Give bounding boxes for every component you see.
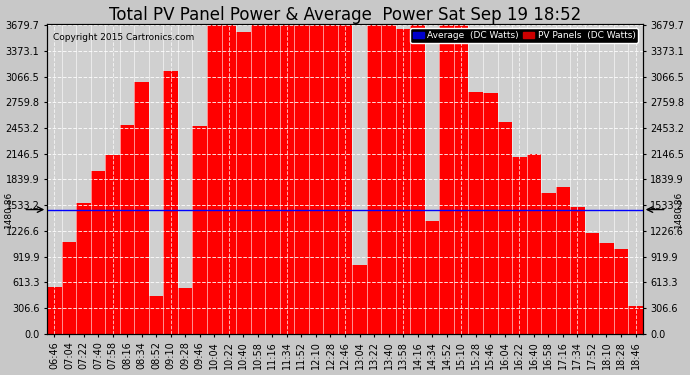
Bar	[106, 155, 120, 334]
Bar	[337, 25, 353, 334]
Bar	[236, 32, 250, 334]
Bar	[497, 122, 512, 334]
Bar	[613, 249, 629, 334]
Bar	[47, 287, 61, 334]
Bar	[512, 157, 526, 334]
Bar	[526, 154, 541, 334]
Bar	[178, 288, 193, 334]
Bar	[555, 187, 570, 334]
Bar	[193, 126, 207, 334]
Bar	[308, 25, 323, 334]
Bar	[629, 306, 643, 334]
Bar	[541, 193, 555, 334]
Bar	[294, 25, 308, 334]
Bar	[411, 25, 425, 334]
Bar	[250, 25, 265, 334]
Bar	[221, 25, 236, 334]
Bar	[135, 82, 149, 334]
Bar	[149, 296, 164, 334]
Bar	[396, 28, 411, 334]
Bar	[584, 234, 599, 334]
Bar	[454, 25, 469, 334]
Bar	[353, 265, 367, 334]
Bar	[382, 25, 396, 334]
Text: 1480.86: 1480.86	[674, 191, 683, 228]
Text: Copyright 2015 Cartronics.com: Copyright 2015 Cartronics.com	[53, 33, 195, 42]
Bar	[61, 242, 77, 334]
Bar	[469, 92, 483, 334]
Bar	[265, 25, 279, 334]
Bar	[367, 25, 382, 334]
Bar	[120, 125, 135, 334]
Bar	[323, 25, 337, 334]
Bar	[91, 171, 106, 334]
Bar	[425, 221, 440, 334]
Bar	[599, 243, 613, 334]
Legend: Average  (DC Watts), PV Panels  (DC Watts): Average (DC Watts), PV Panels (DC Watts)	[410, 28, 638, 43]
Bar	[207, 25, 221, 334]
Bar	[570, 207, 584, 334]
Bar	[164, 71, 178, 334]
Bar	[77, 202, 91, 334]
Bar	[279, 25, 294, 334]
Title: Total PV Panel Power & Average  Power Sat Sep 19 18:52: Total PV Panel Power & Average Power Sat…	[109, 6, 581, 24]
Text: 1480.86: 1480.86	[4, 191, 13, 228]
Bar	[440, 25, 454, 334]
Bar	[483, 93, 497, 334]
